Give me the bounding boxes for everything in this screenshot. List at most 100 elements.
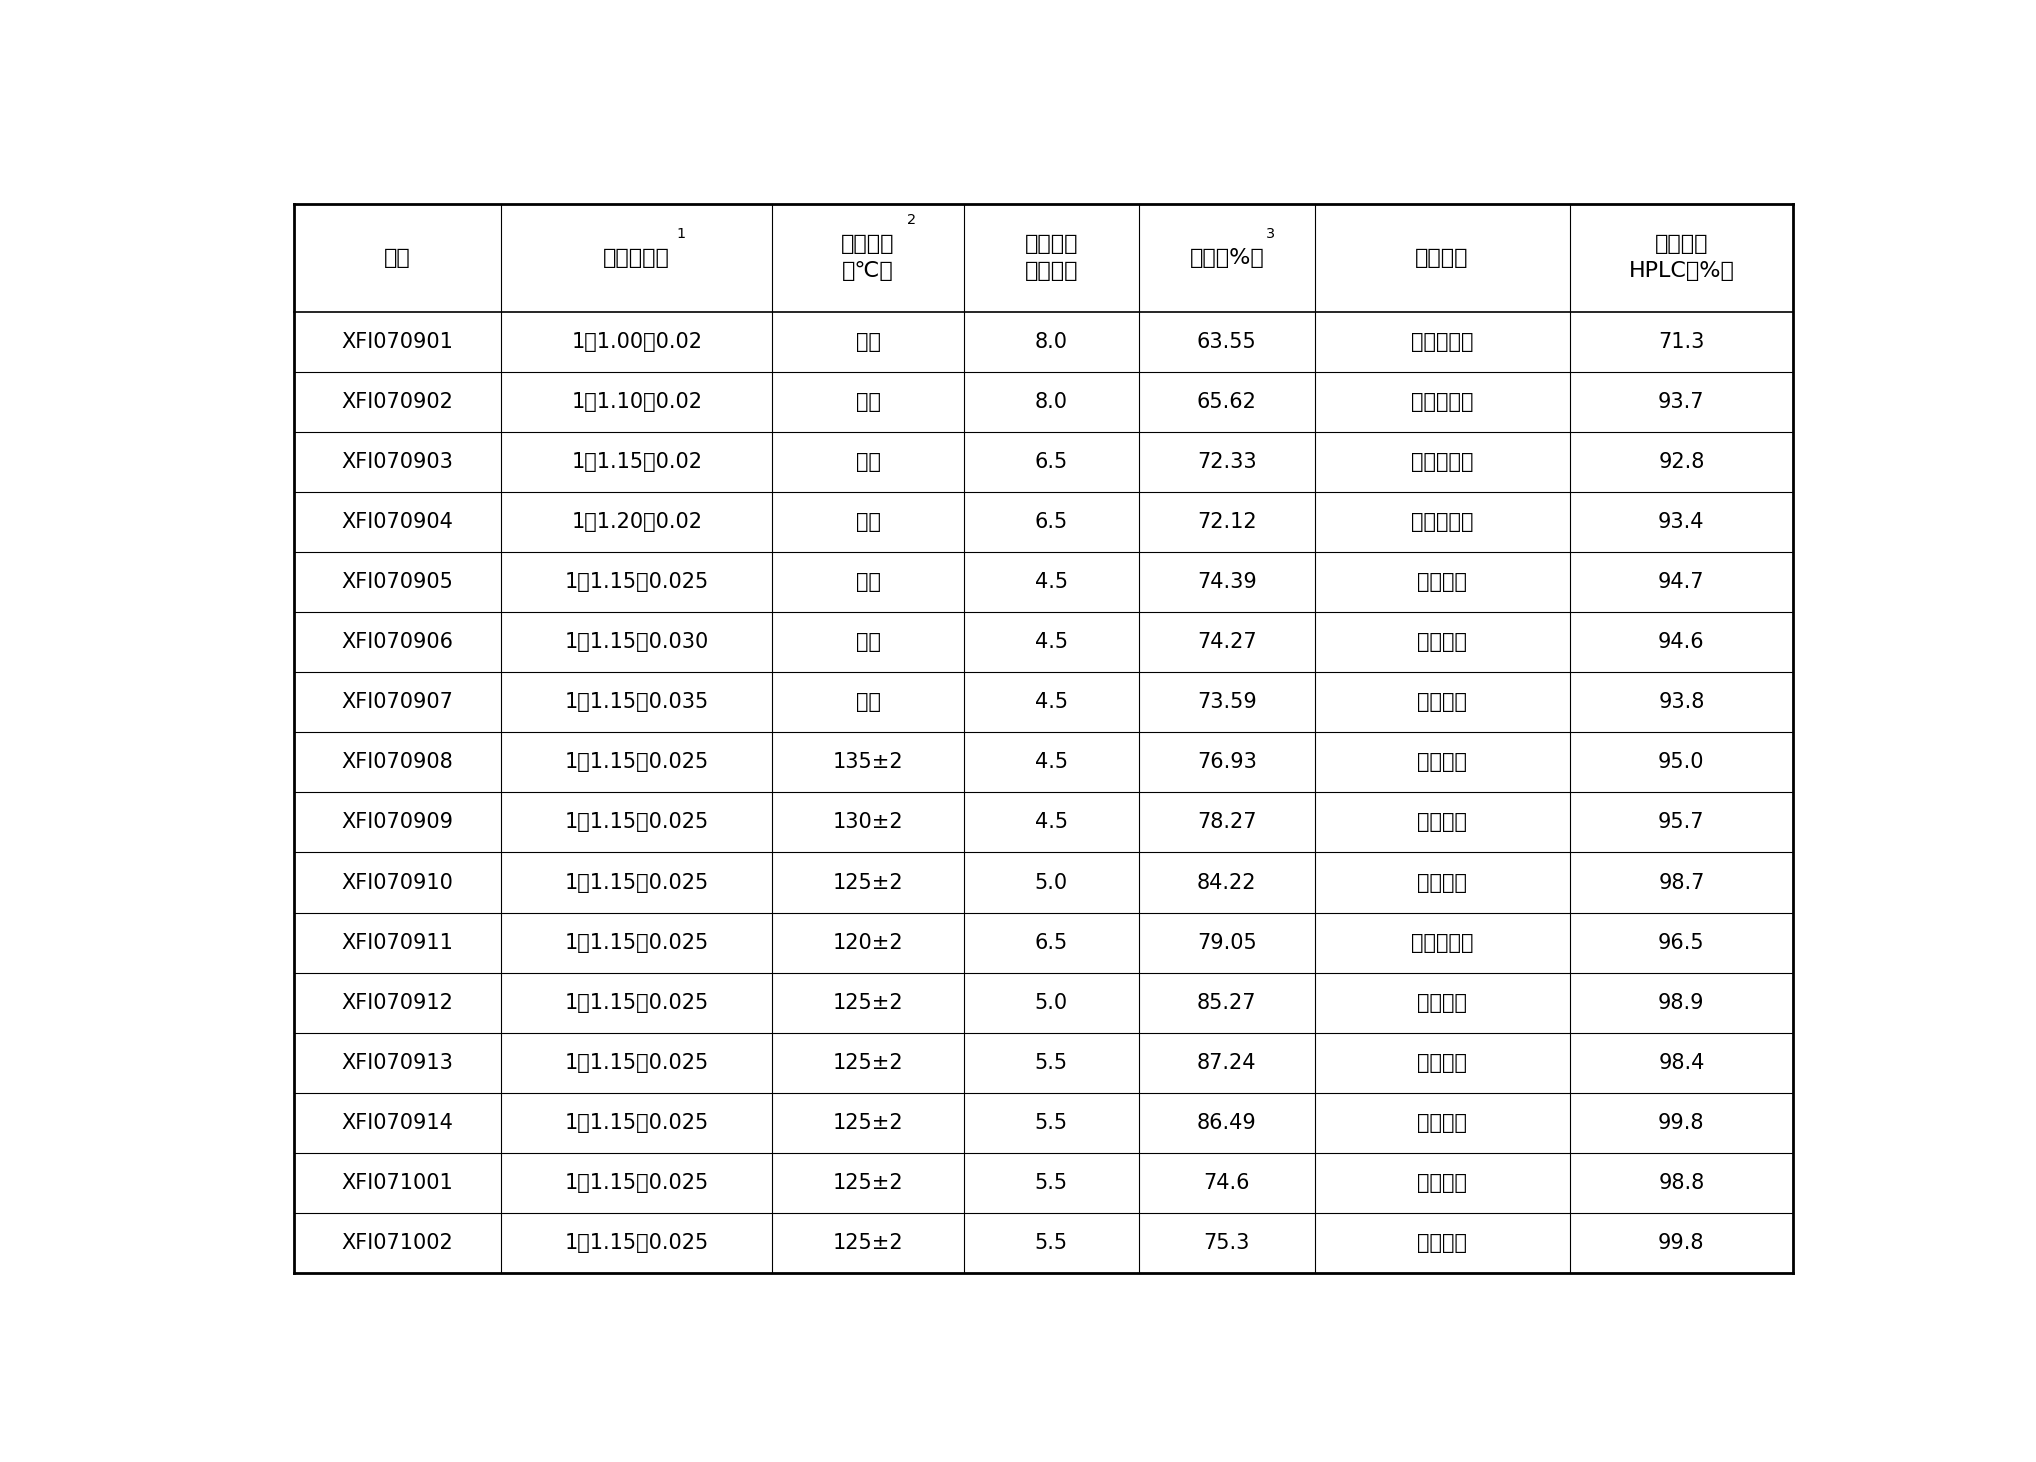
Text: 白色粉末: 白色粉末 (1417, 572, 1468, 592)
Text: 白色粉末: 白色粉末 (1417, 632, 1468, 652)
Text: 1：1.15：0.025: 1：1.15：0.025 (564, 1113, 709, 1133)
Text: 微黄色粉末: 微黄色粉末 (1411, 332, 1474, 352)
Text: 72.12: 72.12 (1197, 512, 1256, 532)
Text: 回流: 回流 (855, 452, 880, 472)
Text: 4.5: 4.5 (1034, 693, 1069, 712)
Text: 84.22: 84.22 (1197, 873, 1256, 892)
Text: 99.8: 99.8 (1657, 1232, 1704, 1253)
Text: 1：1.15：0.025: 1：1.15：0.025 (564, 753, 709, 772)
Text: 76.93: 76.93 (1197, 753, 1256, 772)
Text: （小时）: （小时） (1024, 262, 1079, 281)
Text: 回流: 回流 (855, 392, 880, 412)
Text: 5.5: 5.5 (1034, 1173, 1069, 1193)
Text: 回流: 回流 (855, 572, 880, 592)
Text: 4.5: 4.5 (1034, 632, 1069, 652)
Text: 投料摩尔比: 投料摩尔比 (603, 247, 670, 268)
Text: 93.8: 93.8 (1657, 693, 1704, 712)
Text: XFI070912: XFI070912 (342, 993, 454, 1013)
Text: 5.5: 5.5 (1034, 1232, 1069, 1253)
Text: 回流: 回流 (855, 512, 880, 532)
Text: XFI070904: XFI070904 (342, 512, 454, 532)
Text: 96.5: 96.5 (1657, 933, 1704, 953)
Text: 93.7: 93.7 (1657, 392, 1704, 412)
Text: 98.8: 98.8 (1657, 1173, 1704, 1193)
Text: 8.0: 8.0 (1034, 332, 1069, 352)
Text: XFI070911: XFI070911 (342, 933, 454, 953)
Text: 5.5: 5.5 (1034, 1053, 1069, 1073)
Text: 1：1.15：0.025: 1：1.15：0.025 (564, 993, 709, 1013)
Text: XFI070907: XFI070907 (342, 693, 454, 712)
Text: 产品纯度: 产品纯度 (1655, 234, 1708, 254)
Text: 1：1.15：0.025: 1：1.15：0.025 (564, 1232, 709, 1253)
Text: XFI070914: XFI070914 (342, 1113, 454, 1133)
Text: 白色粉末: 白色粉末 (1417, 693, 1468, 712)
Text: XFI070910: XFI070910 (342, 873, 454, 892)
Text: 1：1.00：0.02: 1：1.00：0.02 (572, 332, 702, 352)
Text: 反应温度: 反应温度 (841, 234, 894, 254)
Text: 1：1.10：0.02: 1：1.10：0.02 (572, 392, 702, 412)
Text: 4.5: 4.5 (1034, 572, 1069, 592)
Text: 94.6: 94.6 (1657, 632, 1704, 652)
Text: 130±2: 130±2 (833, 813, 904, 832)
Text: XFI070902: XFI070902 (342, 392, 454, 412)
Text: 98.9: 98.9 (1657, 993, 1704, 1013)
Text: 95.7: 95.7 (1657, 813, 1704, 832)
Text: 微黄色粉末: 微黄色粉末 (1411, 933, 1474, 953)
Text: 1: 1 (676, 227, 686, 241)
Text: 回流: 回流 (855, 332, 880, 352)
Text: 74.39: 74.39 (1197, 572, 1256, 592)
Text: 1：1.15：0.02: 1：1.15：0.02 (572, 452, 702, 472)
Text: 微黄色粉末: 微黄色粉末 (1411, 452, 1474, 472)
Text: 78.27: 78.27 (1197, 813, 1256, 832)
Text: 白色粉末: 白色粉末 (1417, 993, 1468, 1013)
Text: 白色粉末: 白色粉末 (1417, 1173, 1468, 1193)
Text: 87.24: 87.24 (1197, 1053, 1256, 1073)
Text: XFI070903: XFI070903 (342, 452, 454, 472)
Text: 74.27: 74.27 (1197, 632, 1256, 652)
Text: 125±2: 125±2 (833, 1232, 904, 1253)
Text: 4.5: 4.5 (1034, 753, 1069, 772)
Text: 135±2: 135±2 (833, 753, 904, 772)
Text: 1：1.15：0.025: 1：1.15：0.025 (564, 813, 709, 832)
Text: 125±2: 125±2 (833, 993, 904, 1013)
Text: 白色粉末: 白色粉末 (1417, 813, 1468, 832)
Text: 1：1.15：0.025: 1：1.15：0.025 (564, 873, 709, 892)
Text: 73.59: 73.59 (1197, 693, 1256, 712)
Text: 98.4: 98.4 (1657, 1053, 1704, 1073)
Text: 反应时间: 反应时间 (1024, 234, 1079, 254)
Text: 99.8: 99.8 (1657, 1113, 1704, 1133)
Text: 120±2: 120±2 (833, 933, 904, 953)
Text: 白色粉末: 白色粉末 (1417, 753, 1468, 772)
Text: 6.5: 6.5 (1034, 512, 1069, 532)
Text: 5.0: 5.0 (1034, 873, 1069, 892)
Text: 微黄色粉末: 微黄色粉末 (1411, 512, 1474, 532)
Text: 92.8: 92.8 (1657, 452, 1704, 472)
Text: 1：1.15：0.025: 1：1.15：0.025 (564, 1173, 709, 1193)
Text: 微黄色粉末: 微黄色粉末 (1411, 392, 1474, 412)
Text: 1：1.15：0.030: 1：1.15：0.030 (564, 632, 709, 652)
Text: 93.4: 93.4 (1657, 512, 1704, 532)
Text: 75.3: 75.3 (1203, 1232, 1250, 1253)
Text: 5.0: 5.0 (1034, 993, 1069, 1013)
Text: 1：1.15：0.025: 1：1.15：0.025 (564, 933, 709, 953)
Text: 125±2: 125±2 (833, 873, 904, 892)
Text: 95.0: 95.0 (1657, 753, 1704, 772)
Text: 1：1.20：0.02: 1：1.20：0.02 (572, 512, 702, 532)
Text: HPLC（%）: HPLC（%） (1629, 262, 1735, 281)
Text: 6.5: 6.5 (1034, 933, 1069, 953)
Text: 1：1.15：0.025: 1：1.15：0.025 (564, 572, 709, 592)
Text: 8.0: 8.0 (1034, 392, 1069, 412)
Text: 白色粉末: 白色粉末 (1417, 1113, 1468, 1133)
Text: 收率（%）: 收率（%） (1189, 247, 1264, 268)
Text: （℃）: （℃） (843, 262, 894, 281)
Text: XFI070913: XFI070913 (342, 1053, 454, 1073)
Text: 1：1.15：0.035: 1：1.15：0.035 (564, 693, 709, 712)
Text: 1：1.15：0.025: 1：1.15：0.025 (564, 1053, 709, 1073)
Text: 74.6: 74.6 (1203, 1173, 1250, 1193)
Text: XFI070905: XFI070905 (342, 572, 454, 592)
Text: 98.7: 98.7 (1657, 873, 1704, 892)
Text: 批号: 批号 (385, 247, 411, 268)
Text: XFI071002: XFI071002 (342, 1232, 454, 1253)
Text: 3: 3 (1266, 227, 1275, 241)
Text: XFI070909: XFI070909 (342, 813, 454, 832)
